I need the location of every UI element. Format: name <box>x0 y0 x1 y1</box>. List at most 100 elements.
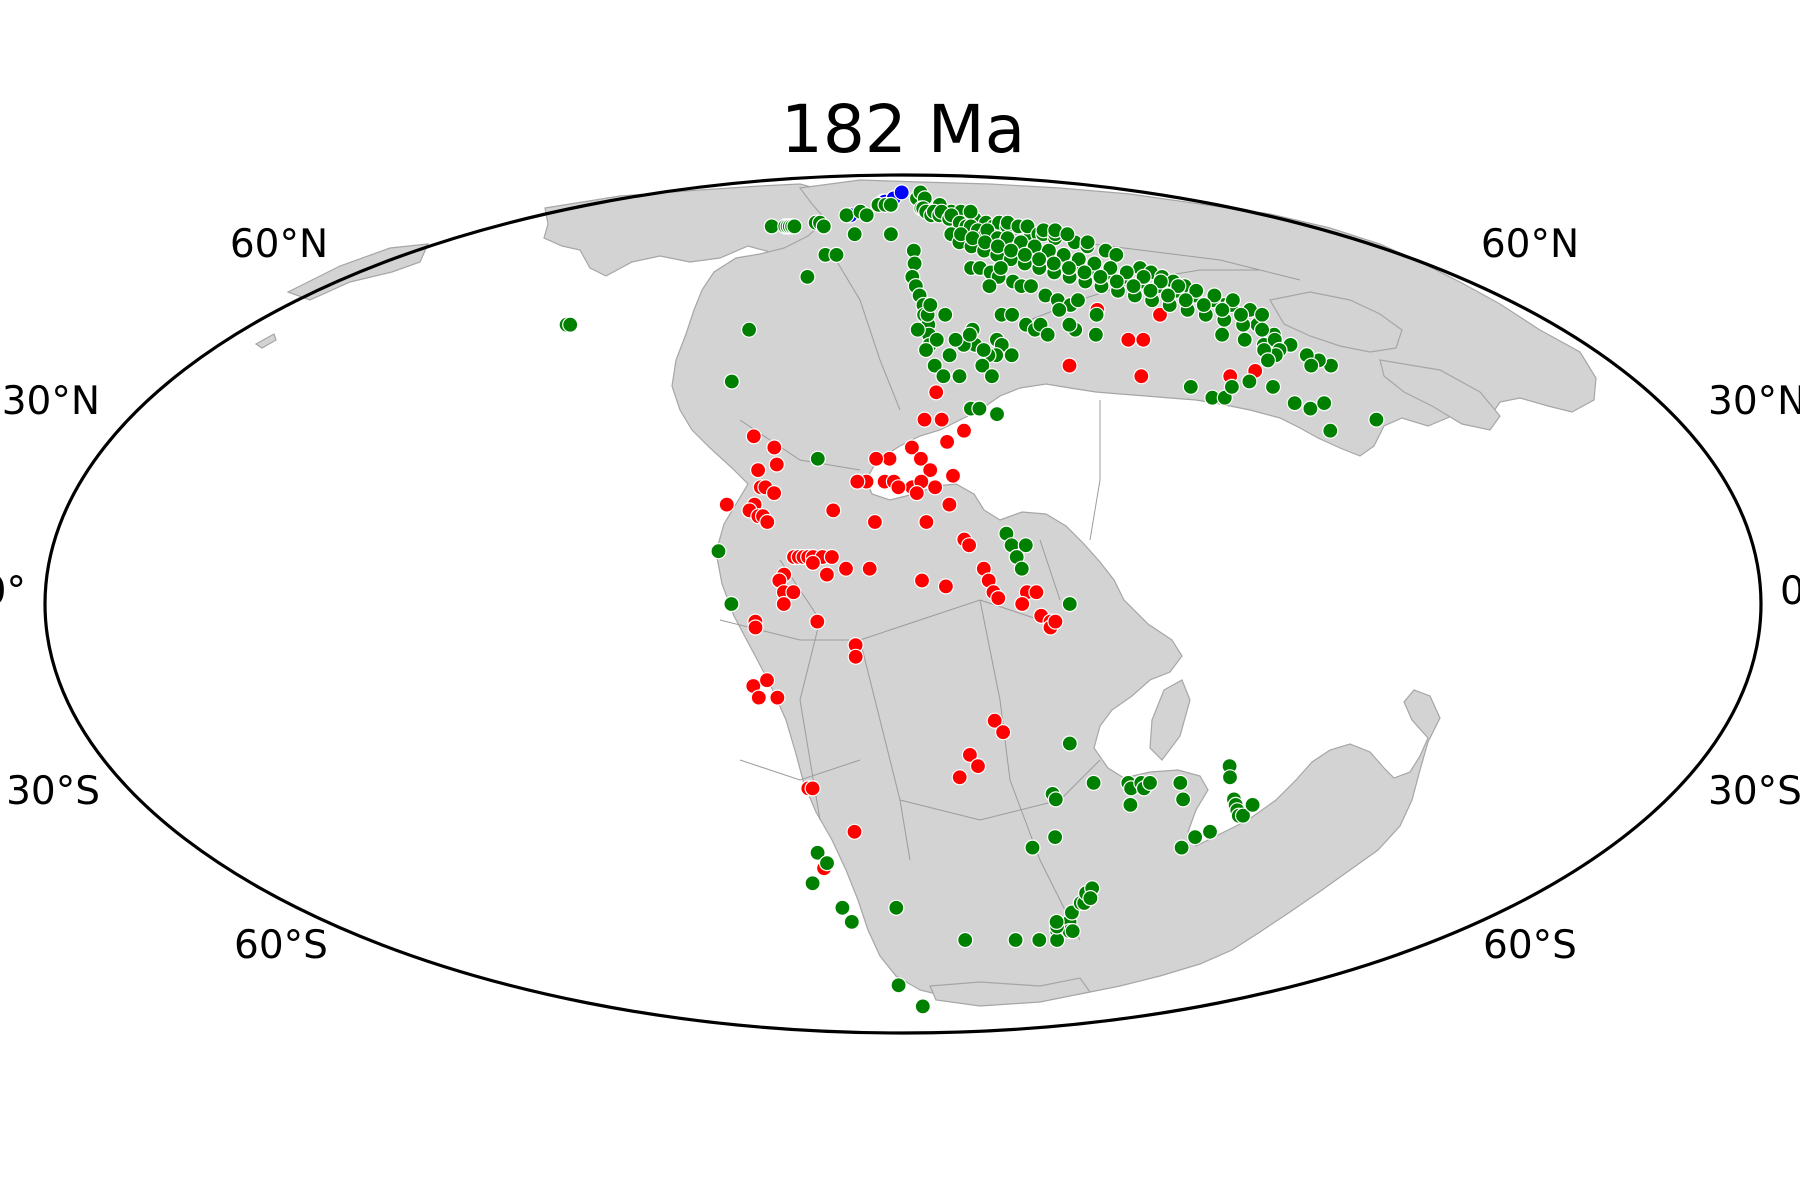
occurrence-point <box>888 899 905 916</box>
occurrence-point <box>1087 326 1105 343</box>
occurrence-point <box>1019 218 1036 235</box>
occurrence-point <box>1047 791 1064 808</box>
occurrence-point <box>786 218 803 235</box>
occurrence-point <box>1024 839 1041 856</box>
occurrence-point <box>740 321 758 338</box>
occurrence-point <box>1188 282 1205 299</box>
occurrence-point <box>917 341 935 359</box>
occurrence-point <box>922 462 939 479</box>
occurrence-point <box>1253 306 1271 323</box>
occurrence-point <box>750 689 767 706</box>
occurrence-point <box>983 368 1001 385</box>
occurrence-point <box>747 619 764 636</box>
occurrence-point <box>1076 264 1093 281</box>
occurrence-point <box>809 613 826 630</box>
occurrence-point <box>1048 931 1066 949</box>
occurrence-point <box>723 373 740 390</box>
occurrence-point <box>1368 411 1385 428</box>
occurrence-point <box>823 548 841 566</box>
occurrence-point <box>1022 278 1040 295</box>
occurrence-point <box>1135 268 1152 285</box>
occurrence-point <box>1088 306 1105 323</box>
occurrence-point <box>906 255 923 272</box>
occurrence-point <box>847 648 864 665</box>
lat-label-eq-left: 0° <box>0 569 26 614</box>
occurrence-point <box>867 450 885 467</box>
occurrence-point <box>765 485 783 502</box>
occurrence-point <box>562 316 579 333</box>
lat-label-30n-right: 30°N <box>1708 379 1800 424</box>
occurrence-point <box>861 560 878 577</box>
occurrence-point <box>961 746 979 764</box>
occurrence-point <box>758 672 776 689</box>
occurrence-point <box>1125 278 1142 295</box>
occurrence-point <box>799 268 816 285</box>
occurrence-point <box>1017 537 1034 554</box>
occurrence-point <box>1016 246 1034 263</box>
occurrence-point <box>989 238 1006 255</box>
occurrence-point <box>815 218 832 235</box>
occurrence-point <box>881 450 898 467</box>
occurrence-point <box>1206 287 1223 304</box>
occurrence-point <box>909 321 926 338</box>
occurrence-point <box>1172 774 1189 792</box>
occurrence-point <box>951 769 968 786</box>
occurrence-point <box>1108 246 1125 263</box>
occurrence-point <box>818 854 836 872</box>
occurrence-point <box>710 543 727 560</box>
occurrence-point <box>1174 791 1192 808</box>
continent-landmasses <box>254 179 1597 1007</box>
occurrence-point <box>947 331 964 348</box>
occurrence-point <box>937 578 955 595</box>
occurrence-point <box>1133 368 1150 385</box>
occurrence-point <box>769 689 786 706</box>
occurrence-point <box>825 502 842 519</box>
occurrence-point <box>1302 400 1319 417</box>
occurrence-point <box>1061 316 1078 333</box>
occurrence-point <box>1316 395 1333 412</box>
madagascar-landmass <box>1149 679 1191 761</box>
occurrence-point <box>1118 264 1135 281</box>
occurrence-point <box>1030 251 1048 268</box>
occurrence-point <box>1003 347 1020 364</box>
occurrence-point <box>1286 395 1303 412</box>
occurrence-point <box>775 595 792 613</box>
lat-label-30s-right: 30°S <box>1708 769 1800 814</box>
occurrence-point <box>935 368 952 385</box>
east-asia-terrane-landmass <box>1379 359 1501 431</box>
occurrence-point <box>913 572 931 589</box>
occurrence-point <box>988 406 1006 423</box>
occurrence-point <box>1047 613 1064 630</box>
occurrence-point <box>928 331 945 348</box>
occurrence-point <box>1079 234 1096 251</box>
occurrence-point <box>1141 774 1159 792</box>
occurrence-point <box>843 913 860 931</box>
occurrence-point <box>1223 378 1241 395</box>
occurrence-point <box>941 347 958 364</box>
occurrence-point <box>1069 292 1087 309</box>
lat-label-30n-left: 30°N <box>2 379 100 424</box>
occurrence-point <box>1152 273 1169 290</box>
occurrence-point <box>1092 268 1109 285</box>
occurrence-point <box>1241 373 1258 390</box>
occurrence-point <box>937 306 954 323</box>
occurrence-point <box>944 467 962 484</box>
occurrence-point <box>1177 292 1194 309</box>
occurrence-point <box>1051 301 1068 318</box>
lat-label-60n-left: 60°N <box>230 222 328 267</box>
occurrence-point <box>926 479 944 496</box>
occurrence-point <box>849 473 866 490</box>
occurrence-point <box>1159 287 1177 304</box>
occurrence-point <box>763 218 780 235</box>
arctic-islands-landmass <box>543 183 846 277</box>
occurrence-point <box>1253 321 1271 338</box>
occurrence-point <box>766 439 783 456</box>
occurrence-point <box>914 998 931 1015</box>
occurrence-point <box>828 246 845 263</box>
occurrence-point <box>1085 774 1102 792</box>
occurrence-point <box>838 207 855 224</box>
occurrence-point <box>1120 331 1137 348</box>
occurrence-point <box>809 844 826 861</box>
lat-label-60s-left: 60°S <box>234 923 328 968</box>
occurrence-point <box>1002 242 1020 259</box>
